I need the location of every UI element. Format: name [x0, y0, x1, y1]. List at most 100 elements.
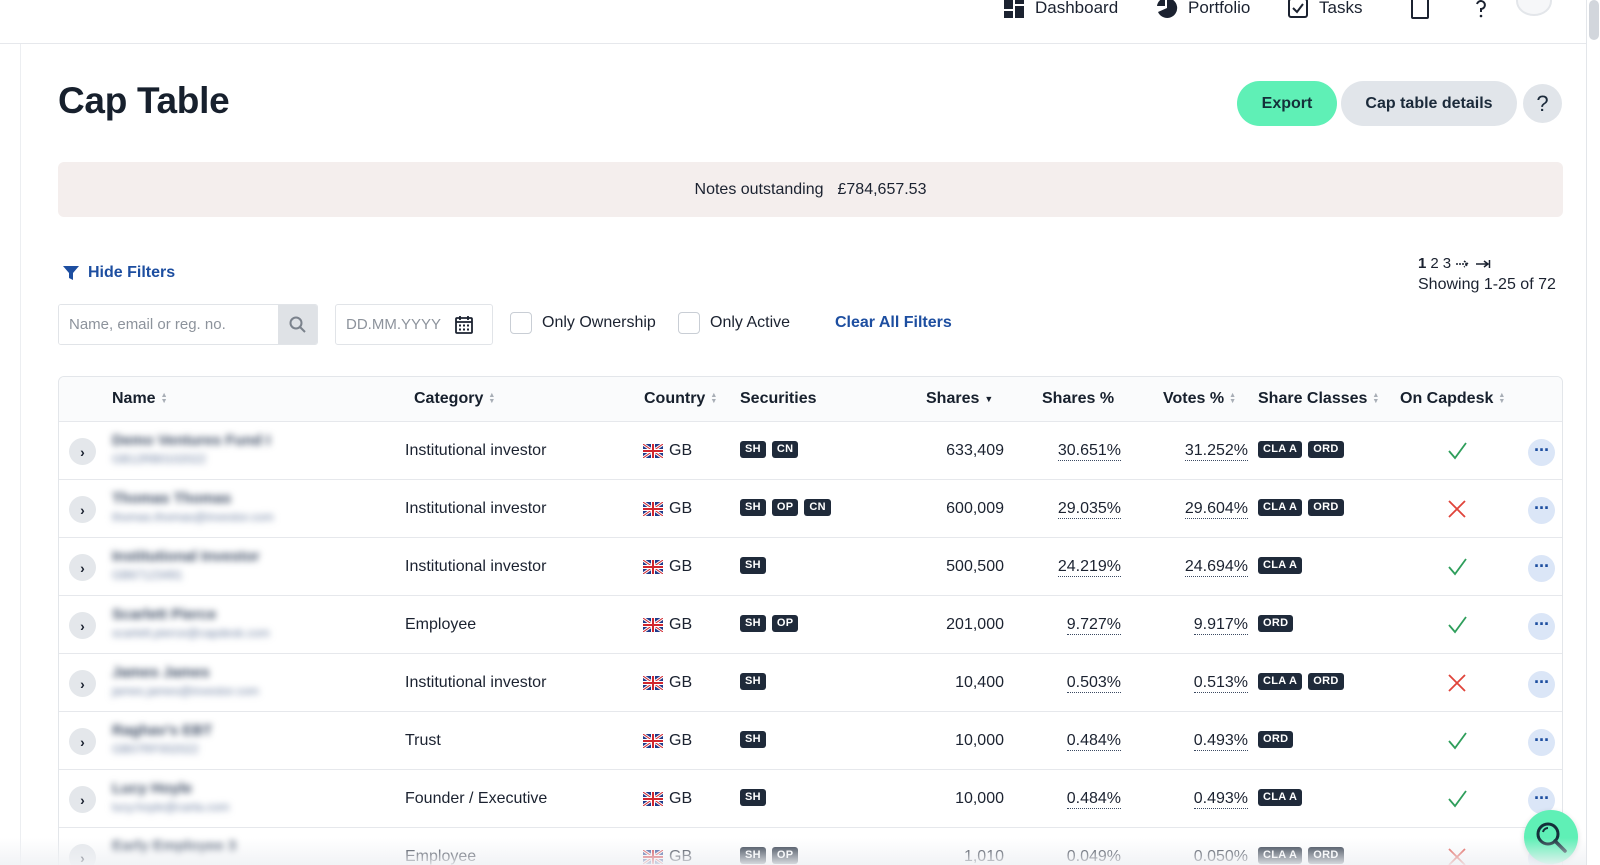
column-header-on-capdesk[interactable]: On Capdesk ▲ ▼: [1400, 390, 1505, 408]
holder-subtext: GB12RB0102022: [112, 452, 207, 466]
country-cell: GB: [643, 848, 692, 865]
nav-portfolio[interactable]: Portfolio: [1156, 0, 1250, 20]
security-badge: OP: [771, 847, 799, 864]
holder-name[interactable]: Thomas Thomas thomas.thomas@investor.com: [112, 490, 274, 524]
search-button[interactable]: [278, 305, 317, 344]
only-ownership-filter[interactable]: Only Ownership: [510, 312, 656, 334]
table-row[interactable]: › Institutional Investor GB67123491 Institu…: [59, 537, 1562, 596]
table-row[interactable]: › Demo Ventures Fund I GB12RB0102022 Instit…: [59, 421, 1562, 480]
row-actions-button[interactable]: ···: [1528, 497, 1555, 524]
country-code: GB: [669, 732, 693, 749]
column-on-capdesk-label: On Capdesk: [1400, 390, 1494, 407]
nav-tasks[interactable]: Tasks: [1287, 0, 1362, 20]
row-actions-button[interactable]: ···: [1528, 729, 1555, 756]
holder-subtext: james.james@investor.com: [112, 684, 259, 698]
security-badge: CN: [771, 441, 799, 458]
magnifier-icon: [1536, 822, 1567, 853]
votes-pct-cell[interactable]: 31.252%: [1184, 442, 1248, 461]
shares-cell: 600,009: [946, 500, 1004, 517]
expand-row-button[interactable]: ›: [69, 844, 96, 865]
only-ownership-checkbox[interactable]: [510, 312, 532, 334]
shares-pct-cell[interactable]: 29.035%: [1057, 500, 1121, 519]
shares-pct-cell[interactable]: 0.049%: [1066, 848, 1121, 865]
cap-table-details-button[interactable]: Cap table details: [1341, 81, 1517, 126]
holder-name[interactable]: Raghav's EBT GB07RF002022: [112, 722, 212, 756]
last-page-icon[interactable]: [1475, 259, 1491, 269]
expand-row-button[interactable]: ›: [69, 496, 96, 523]
row-actions-button[interactable]: ···: [1528, 439, 1555, 466]
shares-pct-cell[interactable]: 0.484%: [1066, 790, 1121, 809]
table-row[interactable]: › Early Employee 3 Employee GB SH OP 1,010 0.04…: [59, 827, 1562, 865]
column-header-shares[interactable]: Shares ▼: [926, 390, 993, 408]
hide-filters-toggle[interactable]: Hide Filters: [62, 264, 175, 282]
row-actions-button[interactable]: ···: [1528, 555, 1555, 582]
expand-row-button[interactable]: ›: [69, 786, 96, 813]
page-link-2[interactable]: 2: [1430, 255, 1439, 272]
table-row[interactable]: › Scarlett Pierce scarlett.pierce@capdesk.…: [59, 595, 1562, 654]
export-button[interactable]: Export: [1237, 81, 1337, 126]
holder-name[interactable]: Demo Ventures Fund I GB12RB0102022: [112, 432, 270, 466]
column-header-name[interactable]: Name ▲ ▼: [112, 390, 168, 408]
country-cell: GB: [643, 558, 692, 576]
nav-documents[interactable]: [1409, 0, 1431, 20]
holder-name[interactable]: Early Employee 3: [112, 838, 236, 858]
shares-pct-cell[interactable]: 9.727%: [1066, 616, 1121, 635]
page-link-1[interactable]: 1: [1418, 255, 1427, 272]
expand-row-button[interactable]: ›: [69, 554, 96, 581]
ellipsis-icon: ···: [1534, 497, 1550, 518]
votes-pct-cell[interactable]: 9.917%: [1193, 616, 1248, 635]
only-active-checkbox[interactable]: [678, 312, 700, 334]
help-button[interactable]: ?: [1523, 84, 1562, 123]
nav-help[interactable]: [1470, 0, 1492, 20]
holder-name-text: Thomas Thomas: [112, 490, 232, 507]
uk-flag-icon: [643, 734, 663, 748]
table-row[interactable]: › Lucy Hoyle lucy.hoyle@carta.com Founder /…: [59, 769, 1562, 828]
uk-flag-icon: [643, 792, 663, 806]
votes-pct-cell[interactable]: 0.513%: [1193, 674, 1248, 693]
shares-pct-value: 30.651%: [1057, 442, 1121, 461]
holder-name[interactable]: James James james.james@investor.com: [112, 664, 259, 698]
votes-pct-cell[interactable]: 29.604%: [1184, 500, 1248, 519]
row-actions-button[interactable]: ···: [1528, 671, 1555, 698]
column-header-category[interactable]: Category ▲ ▼: [414, 390, 495, 408]
search-input[interactable]: [59, 305, 278, 344]
clear-all-filters-link[interactable]: Clear All Filters: [835, 314, 952, 331]
date-input[interactable]: [336, 316, 454, 333]
holder-name[interactable]: Lucy Hoyle lucy.hoyle@carta.com: [112, 780, 229, 814]
security-badge: SH: [740, 499, 766, 516]
shares-pct-cell[interactable]: 24.219%: [1057, 558, 1121, 577]
column-header-country[interactable]: Country ▲ ▼: [644, 390, 717, 408]
shares-pct-cell[interactable]: 30.651%: [1057, 442, 1121, 461]
expand-row-button[interactable]: ›: [69, 728, 96, 755]
holder-name[interactable]: Institutional Investor GB67123491: [112, 548, 260, 582]
avatar[interactable]: [1516, 0, 1552, 16]
table-row[interactable]: › James James james.james@investor.com Inst…: [59, 653, 1562, 712]
cap-table: Name ▲ ▼ Category ▲ ▼ Country ▲ ▼ Securities S…: [58, 376, 1563, 865]
table-row[interactable]: › Raghav's EBT GB07RF002022 Trust GB SH 10,000…: [59, 711, 1562, 770]
row-actions-button[interactable]: ···: [1528, 613, 1555, 640]
expand-row-button[interactable]: ›: [69, 670, 96, 697]
shares-pct-cell[interactable]: 0.484%: [1066, 732, 1121, 751]
column-header-votes-pct[interactable]: Votes % ▲ ▼: [1163, 390, 1236, 408]
table-row[interactable]: › Thomas Thomas thomas.thomas@investor.com…: [59, 479, 1562, 538]
row-actions-button[interactable]: ···: [1528, 787, 1555, 814]
calendar-icon[interactable]: [454, 315, 474, 335]
votes-pct-cell[interactable]: 0.050%: [1193, 848, 1248, 865]
search-help-button[interactable]: [1524, 810, 1578, 864]
expand-row-button[interactable]: ›: [69, 438, 96, 465]
expand-row-button[interactable]: ›: [69, 612, 96, 639]
shares-pct-cell[interactable]: 0.503%: [1066, 674, 1121, 693]
column-header-share-classes[interactable]: Share Classes ▲ ▼: [1258, 390, 1379, 408]
scrollbar[interactable]: [1586, 0, 1600, 865]
holder-name[interactable]: Scarlett Pierce scarlett.pierce@capdesk.c…: [112, 606, 270, 640]
only-active-filter[interactable]: Only Active: [678, 312, 790, 334]
scrollbar-thumb[interactable]: [1589, 0, 1599, 40]
nav-dashboard[interactable]: Dashboard: [1003, 0, 1118, 20]
notes-value: £784,657.53: [837, 180, 927, 198]
country-code: GB: [669, 848, 693, 865]
votes-pct-cell[interactable]: 0.493%: [1193, 790, 1248, 809]
next-page-icon[interactable]: [1455, 259, 1471, 269]
votes-pct-cell[interactable]: 24.694%: [1184, 558, 1248, 577]
votes-pct-cell[interactable]: 0.493%: [1193, 732, 1248, 751]
page-link-3[interactable]: 3: [1442, 255, 1452, 272]
